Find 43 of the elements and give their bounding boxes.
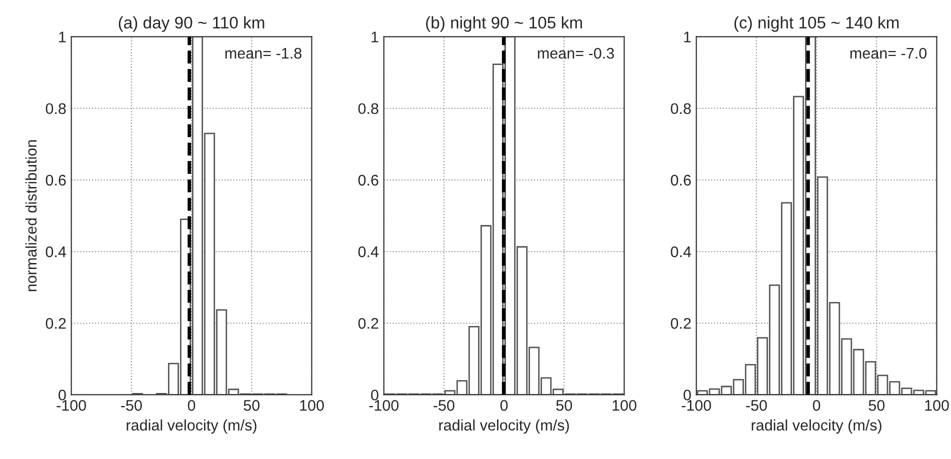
y-tick-label: 0.6 <box>46 174 66 186</box>
y-tick-label: 0.2 <box>46 318 66 329</box>
x-tick-label: 0 <box>812 400 820 411</box>
y-tick-label: 1 <box>59 32 66 42</box>
y-tick-label: 0.2 <box>358 318 378 329</box>
x-tick-label: -50 <box>746 400 767 411</box>
y-tick-label: 0.6 <box>358 174 378 186</box>
x-tick-label: 50 <box>868 400 885 411</box>
x-tick-label: 50 <box>244 400 260 411</box>
x-tick-label: 50 <box>556 400 572 411</box>
ref-line-label: mean= -1.8 <box>225 48 302 59</box>
y-tick-label: 0.8 <box>358 103 378 114</box>
y-tick-label: 0.8 <box>670 103 691 114</box>
y-tick-label: 1 <box>684 32 691 42</box>
y-tick-label: 0 <box>684 390 691 400</box>
y-tick-label: 0.4 <box>670 246 692 258</box>
ref-line-label: mean= -7.0 <box>850 48 927 59</box>
y-axis-title: normalized distribution <box>25 140 37 292</box>
y-tick-label: 1 <box>372 32 378 42</box>
x-axis-title: radial velocity (m/s) <box>126 419 256 434</box>
x-tick-label: 0 <box>500 400 508 411</box>
y-tick-label: 0.4 <box>358 246 379 258</box>
x-tick-label: -50 <box>434 400 454 411</box>
chart-title: (a) day 90 ~ 110 km <box>118 16 264 32</box>
chart-title: (b) night 90 ~ 105 km <box>426 16 582 32</box>
chart-title: (c) night 105 ~ 140 km <box>734 16 899 32</box>
x-tick-label: 100 <box>925 400 949 411</box>
y-tick-label: 0.2 <box>670 318 691 329</box>
y-tick-label: 0 <box>58 390 66 400</box>
x-tick-label: 100 <box>612 400 636 411</box>
x-tick-label: -50 <box>121 400 142 411</box>
x-tick-label: 100 <box>300 400 324 411</box>
ref-line-label: mean= -0.3 <box>538 48 614 59</box>
x-axis-title: radial velocity (m/s) <box>752 419 882 434</box>
y-tick-label: 0.6 <box>670 174 691 186</box>
x-tick-label: 0 <box>188 400 196 411</box>
x-tick-label: -100 <box>682 400 712 411</box>
x-axis-title: radial velocity (m/s) <box>439 419 569 434</box>
y-tick-label: 0.8 <box>46 103 66 114</box>
y-tick-label: 0 <box>371 390 378 400</box>
x-tick-label: -100 <box>56 400 86 411</box>
y-tick-label: 0.4 <box>46 246 66 258</box>
x-tick-label: -100 <box>369 400 399 411</box>
